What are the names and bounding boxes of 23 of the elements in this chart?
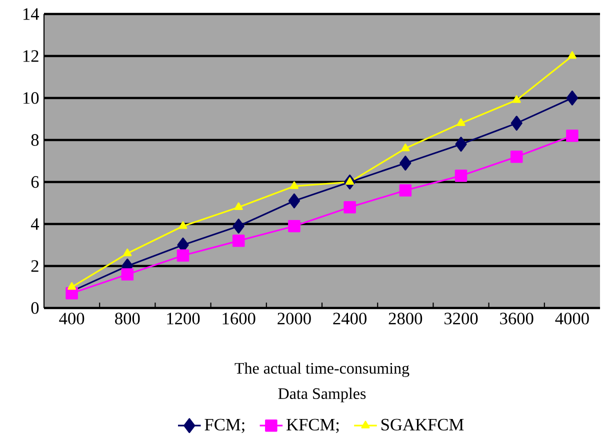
x-tick-label: 800: [115, 312, 140, 324]
x-tick-label: 2800: [388, 312, 422, 324]
y-tick-label: 10: [23, 92, 39, 104]
y-tick-label: 0: [31, 302, 39, 314]
y-tick-label: 2: [31, 260, 38, 272]
x-tick-label: 400: [59, 312, 84, 324]
y-tick-label: 6: [31, 176, 39, 188]
y-tick-label: 14: [23, 8, 40, 20]
legend-label: SGAKFCM: [381, 418, 464, 431]
x-tick-label: 2000: [278, 312, 311, 324]
text: The actual time-consuming: [234, 362, 410, 378]
legend-label: FCM;: [204, 418, 244, 434]
x-tick-label: 1600: [222, 312, 256, 324]
x-tick-label: 4000: [555, 312, 589, 324]
x-tick-label: 3600: [500, 312, 534, 324]
y-tick-label: 12: [23, 50, 38, 62]
x-tick-label: 3200: [444, 312, 478, 324]
x-axis-title: Data Samples: [278, 388, 366, 402]
y-tick-label: 4: [30, 218, 40, 230]
x-tick-label: 1200: [167, 312, 200, 324]
x-tick-label: 2400: [333, 312, 366, 324]
legend-label: KFCM;: [286, 418, 339, 434]
y-tick-label: 8: [31, 134, 39, 146]
